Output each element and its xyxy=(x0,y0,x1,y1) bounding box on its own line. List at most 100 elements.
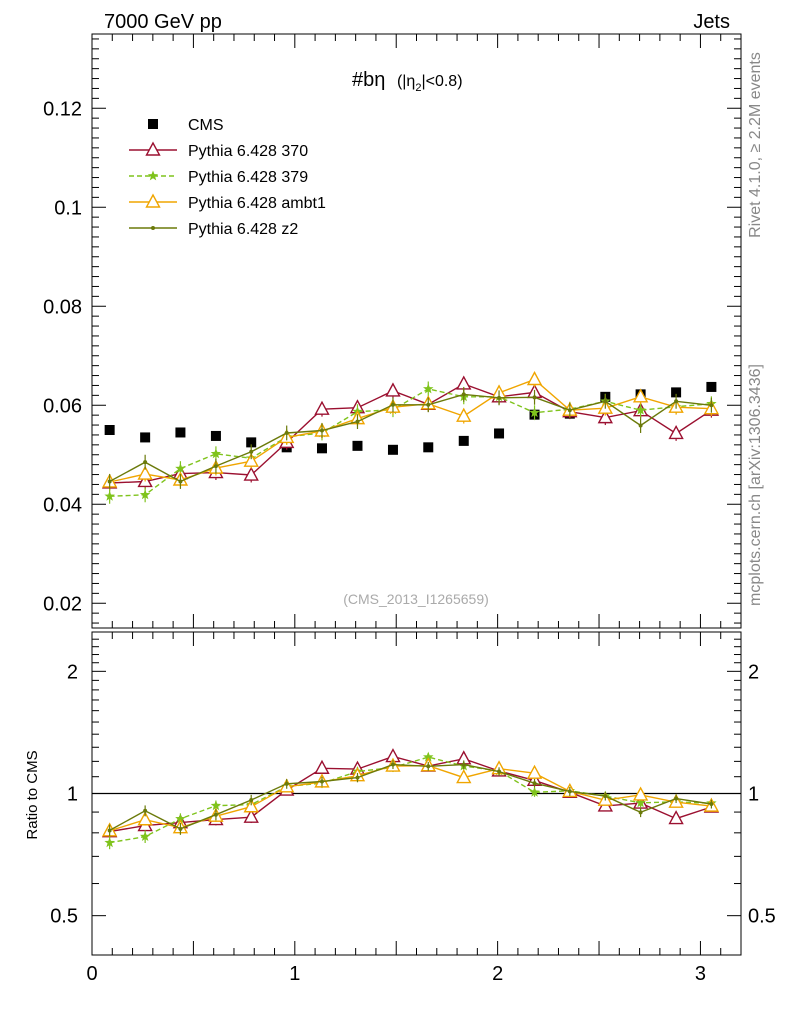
main-series-line-ambt1 xyxy=(109,378,712,483)
main-point-z2 xyxy=(107,479,112,484)
main-axis-ticks: 0.02 0.04 0.06 0.08 0.1 0.12 xyxy=(43,34,742,628)
main-point-z2 xyxy=(709,403,714,408)
main-point-ambt1 xyxy=(632,388,649,403)
main-y-tick-label: 0.06 xyxy=(43,395,82,417)
ratio-point-ambt1 xyxy=(243,798,259,813)
main-point-p379 xyxy=(529,407,540,418)
main-point-cms xyxy=(140,432,151,443)
main-y-tick-label: 0.12 xyxy=(43,98,82,120)
main-point-cms xyxy=(246,437,257,448)
ratio-point-p370 xyxy=(314,759,330,774)
ratio-point-z2 xyxy=(355,775,360,780)
main-y-tick-label: 0.04 xyxy=(43,494,82,516)
ratio-y-tick-label-left: 2 xyxy=(67,661,78,683)
legend-marker-p379 xyxy=(147,170,159,181)
ratio-series-line-z2 xyxy=(109,763,712,832)
ratio-point-z2 xyxy=(319,779,324,784)
ratio-point-z2 xyxy=(107,828,112,833)
legend-label-cms: CMS xyxy=(188,117,224,134)
ratio-point-z2 xyxy=(178,826,183,831)
main-point-p379 xyxy=(635,404,646,415)
ratio-point-z2 xyxy=(674,796,679,801)
main-point-p370 xyxy=(314,400,330,415)
legend-label-ambt1: Pythia 6.428 ambt1 xyxy=(188,195,326,212)
ratio-y-axis-label: Ratio to CMS xyxy=(24,750,41,839)
legend-label-p379: Pythia 6.428 379 xyxy=(188,169,308,186)
x-tick-label: 2 xyxy=(492,963,503,985)
main-series-line-p379 xyxy=(109,388,712,497)
legend-marker-cms xyxy=(148,119,158,129)
main-point-cms xyxy=(352,440,363,451)
main-point-ambt1 xyxy=(456,407,472,422)
ratio-y-tick-label-right: 0.5 xyxy=(748,906,776,928)
main-point-p370 xyxy=(668,424,684,440)
main-point-z2 xyxy=(426,402,431,407)
ratio-y-tick-label-left: 1 xyxy=(67,784,78,806)
ratio-y-tick-label-left: 0.5 xyxy=(50,906,78,928)
main-point-z2 xyxy=(213,464,218,469)
main-point-z2 xyxy=(532,395,537,400)
legend-marker-z2 xyxy=(151,226,155,230)
main-point-z2 xyxy=(355,419,360,424)
ratio-point-ambt1 xyxy=(526,764,543,779)
mcplots-reference-label: mcplots.cern.ch [arXiv:1306.3436] xyxy=(747,364,764,606)
main-point-z2 xyxy=(390,402,395,407)
main-point-p379 xyxy=(104,490,115,501)
main-point-p370 xyxy=(597,409,613,424)
ratio-point-z2 xyxy=(709,802,714,807)
main-point-cms xyxy=(210,430,221,441)
main-point-ambt1 xyxy=(526,371,543,386)
main-point-cms xyxy=(671,387,682,398)
main-point-z2 xyxy=(674,399,679,404)
header-energy-label: 7000 GeV pp xyxy=(104,11,222,33)
main-plot-series xyxy=(101,371,720,504)
plot-title-sub-index: 2 xyxy=(415,82,421,94)
plot-title-sub-open: (|η xyxy=(397,73,415,90)
ratio-point-p379 xyxy=(139,831,151,841)
main-point-p379 xyxy=(423,383,434,394)
header-topic-label: Jets xyxy=(693,11,730,33)
ratio-point-z2 xyxy=(143,808,148,813)
ratio-point-p379 xyxy=(635,797,646,808)
ratio-point-z2 xyxy=(638,810,643,815)
ratio-point-p379 xyxy=(104,837,115,848)
main-point-z2 xyxy=(284,430,289,435)
main-point-p370 xyxy=(385,382,401,397)
legend: CMS Pythia 6.428 370 Pythia 6.428 379 Pythi… xyxy=(129,117,326,238)
plot-title: #bη (|η2|<0.8) xyxy=(352,69,463,94)
ratio-point-p379 xyxy=(529,786,540,797)
ratio-point-z2 xyxy=(603,794,608,799)
main-series-line-p370 xyxy=(109,383,712,484)
x-tick-label: 3 xyxy=(695,963,706,985)
ratio-point-ambt1 xyxy=(456,769,472,784)
ratio-point-ambt1 xyxy=(632,786,649,801)
x-tick-label: 1 xyxy=(289,963,300,985)
ratio-point-z2 xyxy=(532,781,537,786)
main-point-ambt1 xyxy=(137,465,153,480)
ratio-point-p379 xyxy=(175,813,186,824)
plot-title-main: #bη xyxy=(352,69,385,91)
ratio-point-z2 xyxy=(249,797,254,802)
ratio-axis-ticks: 0 1 2 3 0.5 0.5 1 1 2 2 xyxy=(50,631,776,985)
main-point-cms xyxy=(104,425,115,435)
analysis-watermark: (CMS_2013_I1265659) xyxy=(343,591,489,607)
ratio-point-z2 xyxy=(284,781,289,786)
main-point-p379 xyxy=(210,448,222,459)
main-series-line-z2 xyxy=(109,393,712,483)
ratio-point-p370 xyxy=(243,808,259,823)
ratio-point-p370 xyxy=(668,810,684,825)
main-point-z2 xyxy=(497,395,502,400)
main-point-z2 xyxy=(638,423,643,428)
ratio-point-ambt1 xyxy=(137,811,153,826)
main-point-cms xyxy=(387,444,398,455)
main-point-p370 xyxy=(243,466,259,481)
main-point-cms xyxy=(494,428,505,439)
ratio-point-z2 xyxy=(426,764,431,769)
ratio-point-p379 xyxy=(423,751,434,762)
legend-marker-p370 xyxy=(145,141,161,156)
x-tick-label: 0 xyxy=(86,963,97,985)
plot-title-sub-close: |<0.8) xyxy=(421,73,462,90)
main-point-cms xyxy=(175,427,186,438)
ratio-point-z2 xyxy=(213,812,218,817)
